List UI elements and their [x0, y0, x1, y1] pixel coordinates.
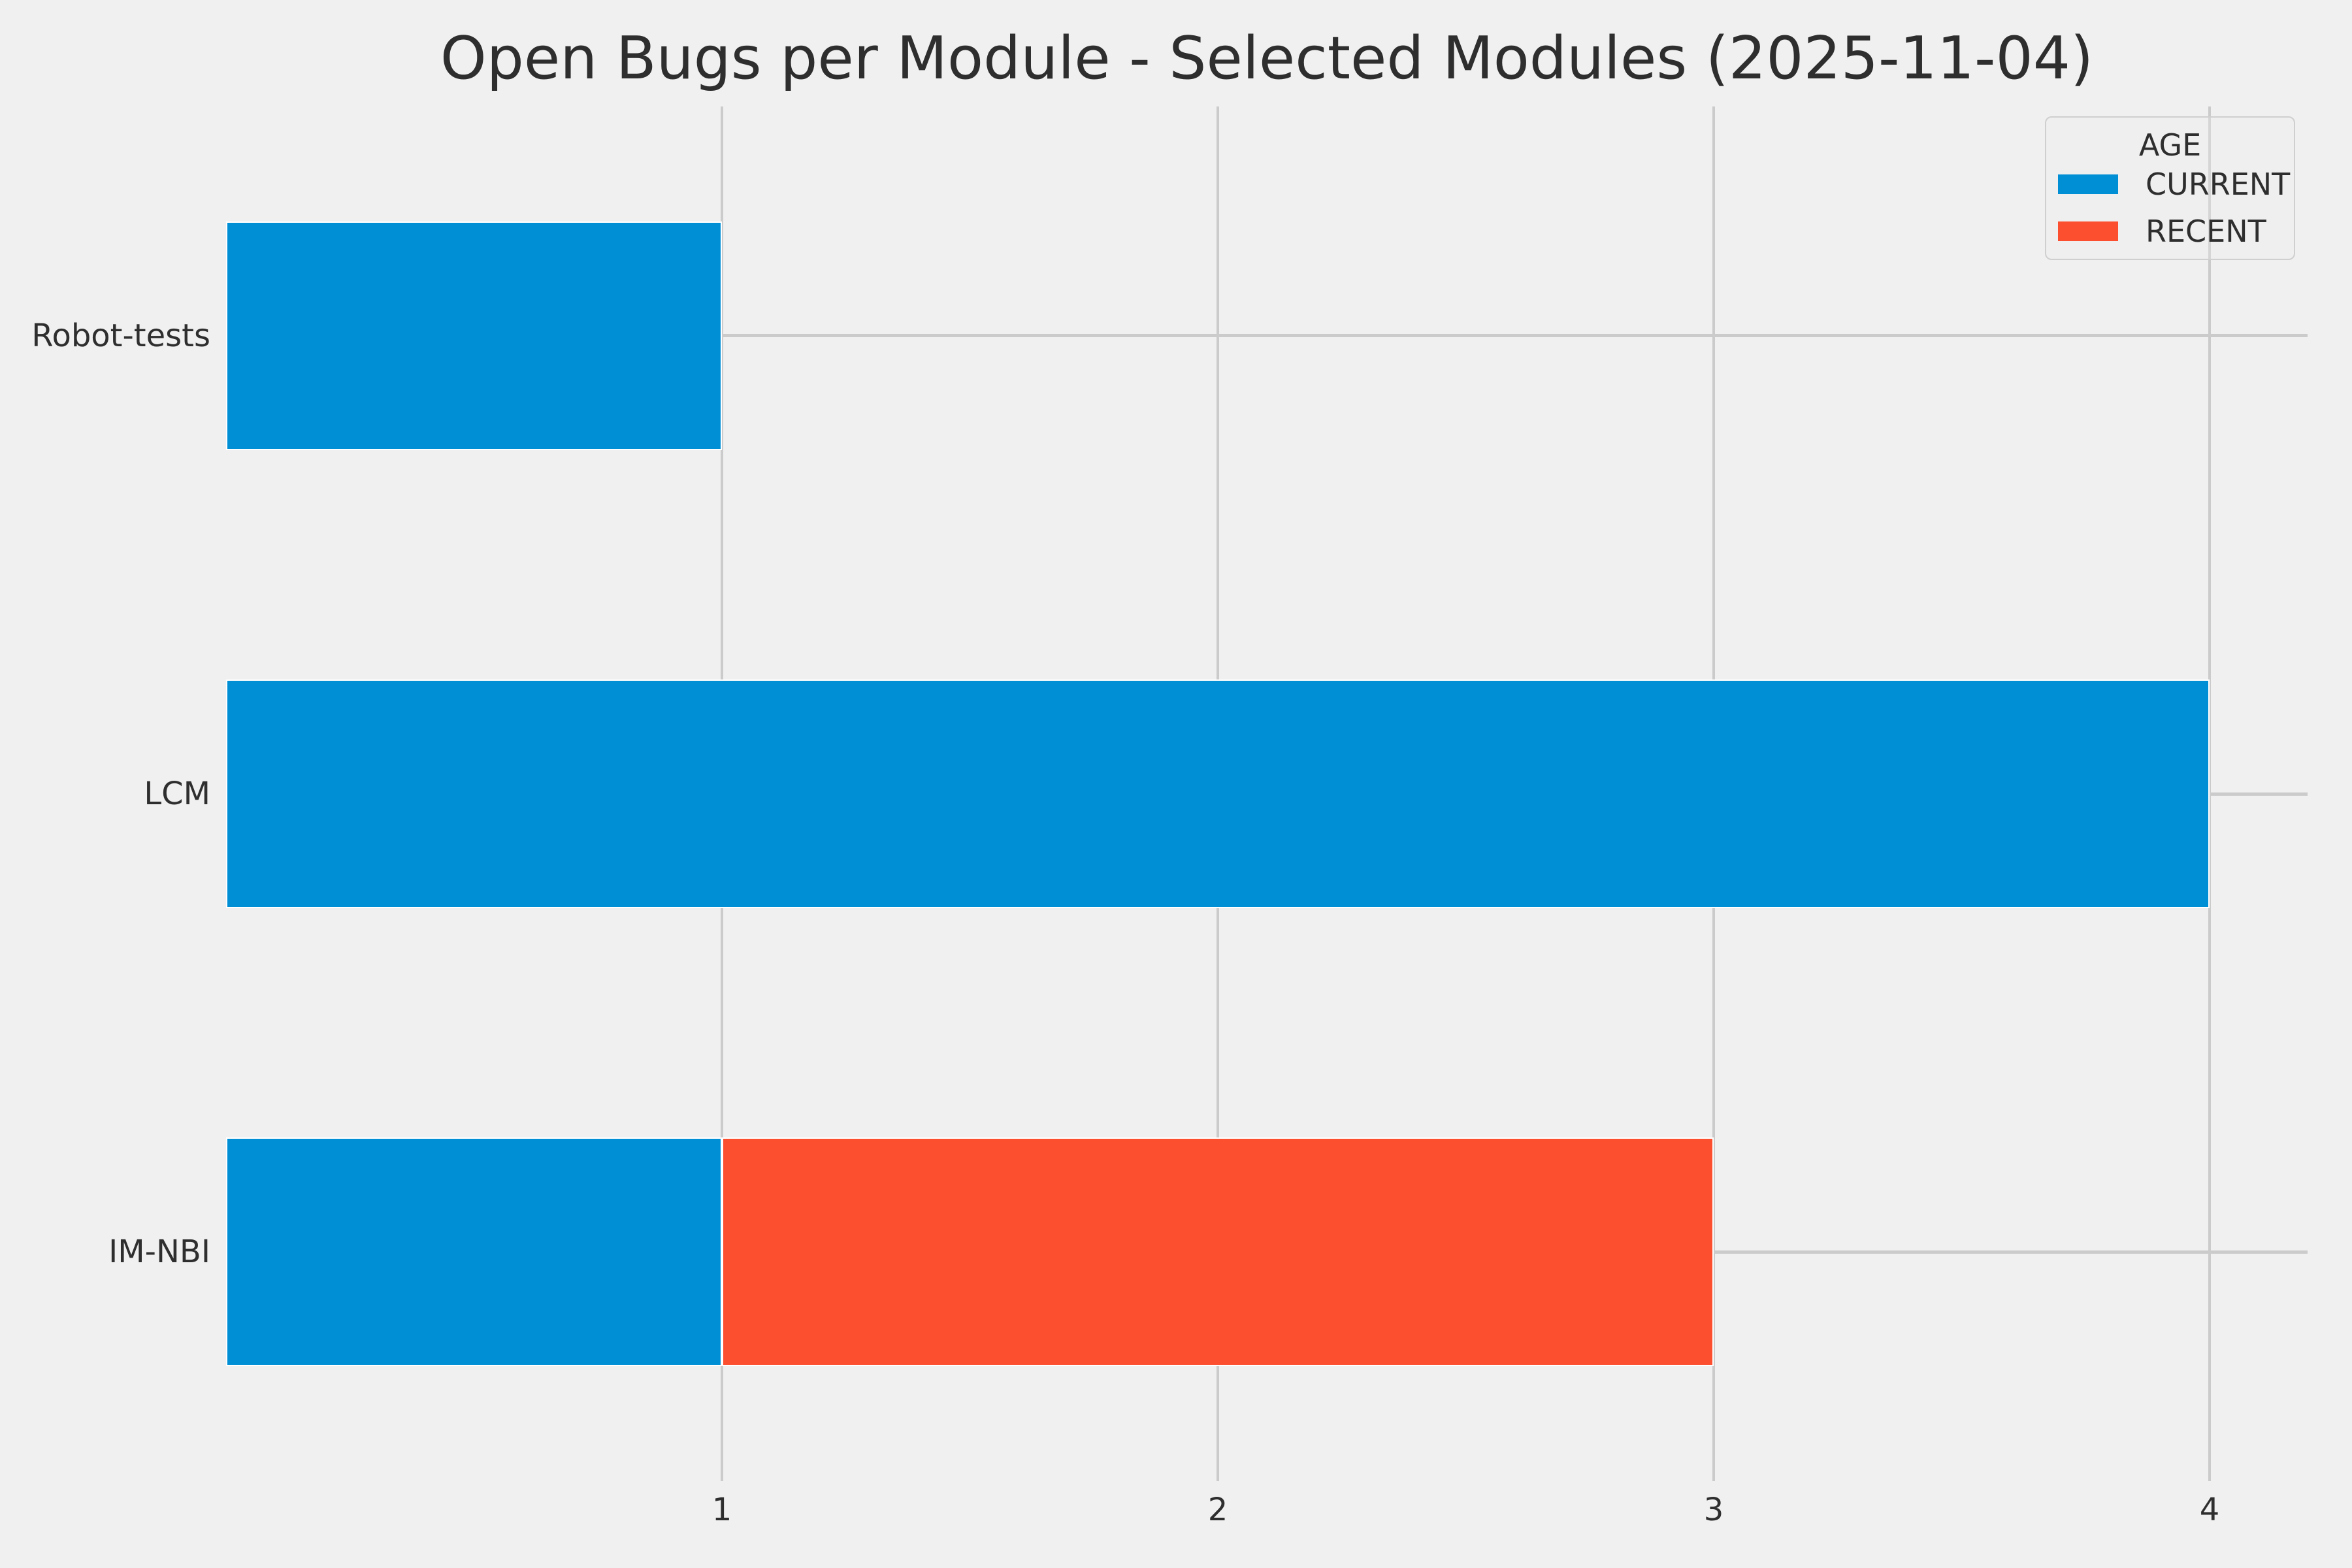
legend-title: AGE [2138, 127, 2202, 163]
x-tick-label-2: 2 [1207, 1492, 1228, 1528]
legend-label-current: CURRENT [2146, 167, 2291, 202]
bar-segment-LCM-CURRENT [226, 679, 2210, 908]
x-tick-label-4: 4 [2199, 1492, 2220, 1528]
legend-swatch-current [2058, 174, 2118, 194]
gridline-y-Robot-tests [226, 334, 2308, 338]
x-tick-label-1: 1 [711, 1492, 732, 1528]
bar-segment-IM-NBI-CURRENT [226, 1137, 722, 1367]
chart-title: Open Bugs per Module - Selected Modules … [440, 24, 2094, 93]
legend-entry-recent: RECENT [2058, 216, 2282, 246]
legend-label-recent: RECENT [2146, 214, 2266, 249]
bar-segment-Robot-tests-CURRENT [226, 221, 722, 450]
x-tick-label-3: 3 [1703, 1492, 1724, 1528]
y-axis-label-Robot-tests: Robot-tests [31, 317, 210, 354]
legend-swatch-recent [2058, 221, 2118, 241]
legend-entry-current: CURRENT [2058, 169, 2290, 199]
y-axis-label-LCM: LCM [144, 776, 210, 812]
legend: AGE CURRENT RECENT [2045, 116, 2295, 260]
bar-segment-IM-NBI-RECENT [722, 1137, 1714, 1367]
legend-entries: CURRENT RECENT [2058, 169, 2290, 246]
bar-row-LCM [226, 679, 2210, 908]
y-axis-label-IM-NBI: IM-NBI [108, 1233, 210, 1271]
bar-row-Robot-tests [226, 221, 722, 450]
bar-row-IM-NBI [226, 1137, 1714, 1367]
